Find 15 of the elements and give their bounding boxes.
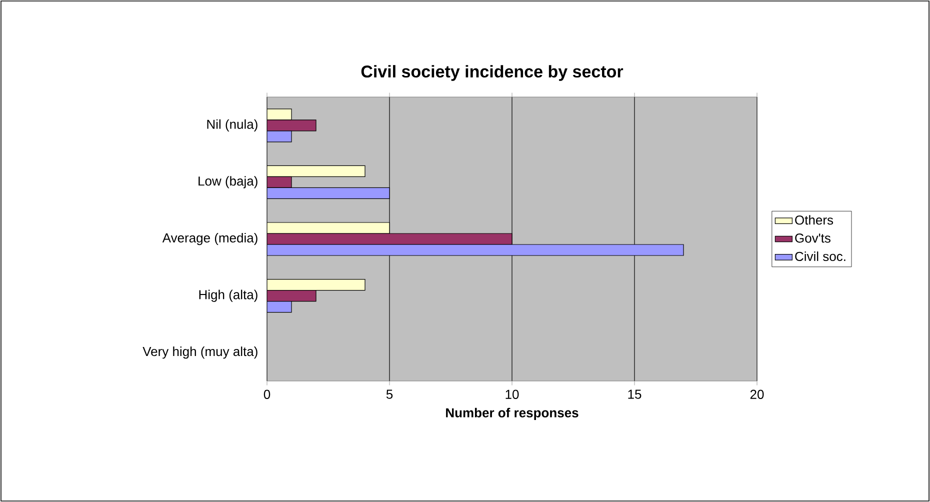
x-axis-title: Number of responses <box>446 408 578 420</box>
legend-label: Gov'ts <box>795 233 830 243</box>
x-tick-label: 5 <box>386 390 393 399</box>
y-tick-label: High (alta) <box>199 290 258 302</box>
legend-label: Others <box>795 215 834 225</box>
x-tick-label: 10 <box>506 390 519 399</box>
chart-title: Civil society incidence by sector <box>361 65 624 81</box>
y-tick-label: Low (baja) <box>198 176 258 188</box>
legend-label: Civil soc. <box>795 251 846 262</box>
y-tick-label: Nil (nula) <box>207 119 258 132</box>
x-tick-label: 15 <box>628 390 642 399</box>
y-tick-label: Average (media) <box>162 232 258 246</box>
x-tick-label: 20 <box>750 390 764 399</box>
y-tick-label: Very high (muy alta) <box>142 346 258 359</box>
x-tick-label: 0 <box>264 390 270 399</box>
